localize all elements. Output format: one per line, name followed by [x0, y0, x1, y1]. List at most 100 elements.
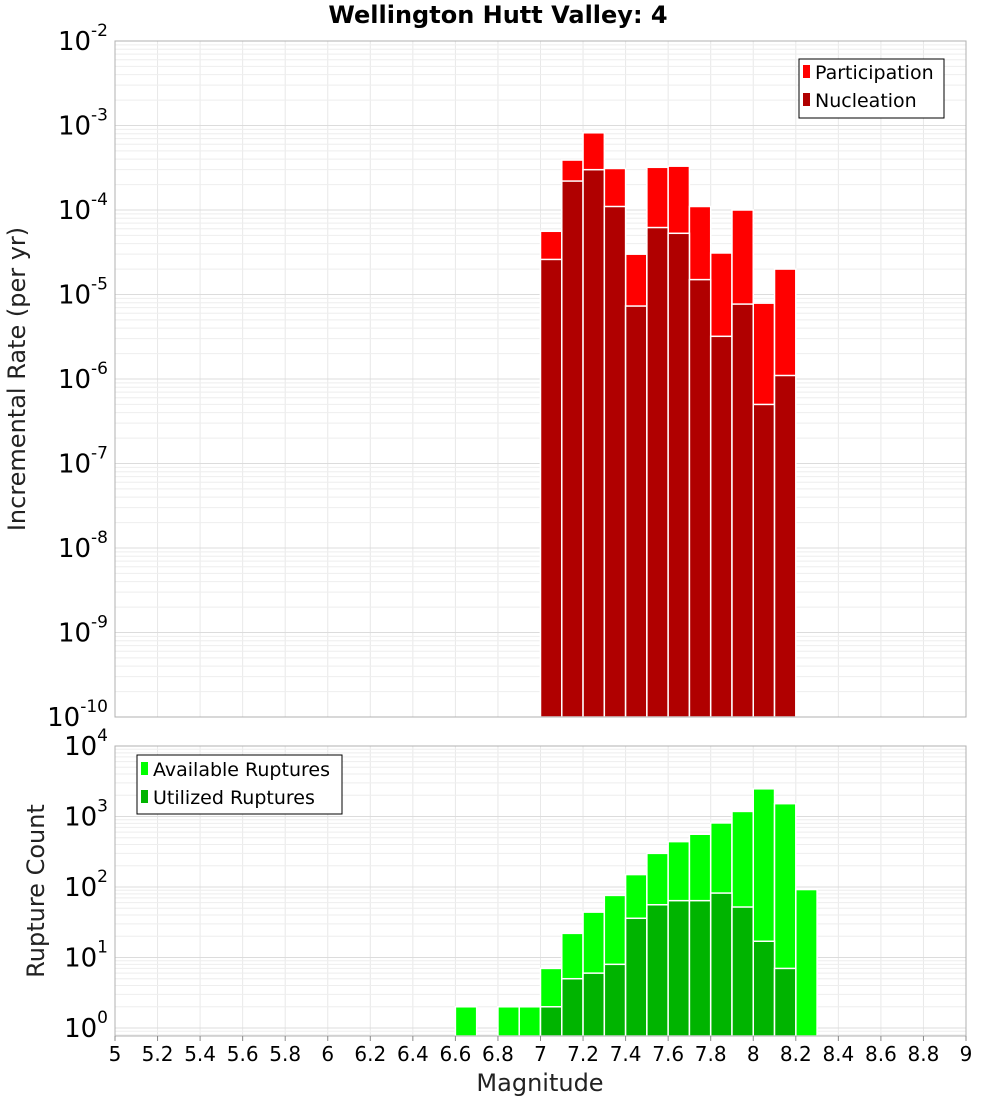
y-tick-label: 10-5	[58, 275, 108, 311]
bar-available-ruptures	[454, 1006, 478, 1037]
x-axis-label: Magnitude	[476, 1069, 603, 1097]
legend-label: Available Ruptures	[153, 759, 330, 781]
bottom-y-axis-label: Rupture Count	[22, 804, 50, 978]
y-tick-label: 10-3	[58, 106, 108, 142]
bar-nucleation	[646, 226, 669, 718]
y-tick-base: 10	[58, 450, 91, 480]
x-tick-label: 9	[960, 1042, 973, 1066]
x-tick-label: 6.4	[397, 1042, 429, 1066]
y-tick-label: 10-2	[58, 21, 108, 57]
y-tick-base: 10	[64, 873, 97, 903]
x-tick-label: 5	[109, 1042, 122, 1066]
bar-utilized-ruptures	[667, 899, 691, 1037]
bar-nucleation	[624, 305, 648, 718]
y-tick-exponent: 0	[97, 1008, 108, 1028]
x-tick-label: 5.4	[184, 1042, 216, 1066]
x-tick-label: 7	[534, 1042, 547, 1066]
bottom-legend: Available Ruptures Utilized Ruptures	[136, 754, 343, 815]
bar-utilized-ruptures	[688, 899, 712, 1037]
top-y-axis-label: Incremental Rate (per yr)	[3, 227, 31, 531]
x-ticks: 5 5.2 5.4 5.6 5.8 6 6.2 6.4 6.6 6.8 7 7.2 7.4 7.6 7.8 8…	[109, 1036, 973, 1066]
y-tick-exponent: -4	[91, 190, 108, 210]
bar-utilized-ruptures	[646, 904, 669, 1037]
legend-label: Utilized Ruptures	[153, 787, 315, 809]
x-tick-label: 6.6	[439, 1042, 471, 1066]
y-tick-label: 102	[64, 867, 108, 903]
y-tick-exponent: -2	[91, 21, 108, 41]
chart-title: Wellington Hutt Valley: 4	[328, 1, 667, 29]
y-tick-base: 10	[64, 943, 97, 973]
top-legend: Participation Nucleation	[798, 58, 945, 119]
y-tick-base: 10	[58, 196, 91, 226]
top-y-ticks: 10-210-310-410-510-610-710-810-910-10	[47, 21, 108, 733]
legend-swatch	[141, 762, 148, 775]
x-tick-label: 8.8	[908, 1042, 940, 1066]
x-tick-label: 5.6	[227, 1042, 259, 1066]
bar-utilized-ruptures	[624, 917, 648, 1037]
x-tick-label: 8.2	[780, 1042, 812, 1066]
bar-nucleation	[582, 168, 606, 718]
bar-utilized-ruptures	[752, 940, 776, 1037]
bar-available-ruptures	[518, 1006, 542, 1037]
x-tick-label: 6.8	[482, 1042, 514, 1066]
x-tick-label: 5.2	[142, 1042, 174, 1066]
y-tick-base: 10	[58, 365, 91, 395]
y-tick-exponent: -5	[91, 275, 108, 295]
bottom-bars	[454, 788, 818, 1037]
y-tick-exponent: -6	[91, 359, 108, 379]
legend-swatch	[141, 790, 148, 803]
participation-nucleation-panel: 10-210-310-410-510-610-710-810-910-10 In…	[3, 21, 967, 733]
y-tick-label: 100	[64, 1008, 108, 1044]
y-tick-exponent: 4	[97, 726, 108, 746]
x-tick-label: 8	[747, 1042, 760, 1066]
legend-label: Nucleation	[815, 90, 917, 112]
x-tick-label: 5.8	[269, 1042, 301, 1066]
y-tick-base: 10	[64, 732, 97, 762]
bar-utilized-ruptures	[582, 972, 606, 1037]
y-tick-exponent: 1	[97, 937, 108, 957]
x-tick-label: 7.4	[610, 1042, 642, 1066]
y-tick-label: 10-10	[47, 697, 108, 733]
y-tick-label: 10-8	[58, 528, 108, 564]
y-tick-base: 10	[64, 802, 97, 832]
bar-utilized-ruptures	[773, 967, 797, 1037]
y-tick-exponent: 2	[97, 867, 108, 887]
bar-utilized-ruptures	[709, 892, 733, 1037]
bar-nucleation	[667, 232, 691, 718]
y-tick-exponent: 3	[97, 796, 108, 816]
legend-label: Participation	[815, 62, 934, 84]
y-tick-label: 10-6	[58, 359, 108, 395]
y-tick-base: 10	[58, 534, 91, 564]
y-tick-label: 103	[64, 796, 108, 832]
bar-nucleation	[688, 278, 712, 718]
bar-nucleation	[773, 374, 797, 718]
y-tick-label: 101	[64, 937, 108, 973]
x-tick-label: 6.2	[354, 1042, 386, 1066]
y-tick-label: 10-4	[58, 190, 108, 226]
y-tick-exponent: -10	[80, 697, 108, 717]
bar-available-ruptures	[795, 888, 818, 1037]
y-tick-label: 104	[64, 726, 108, 762]
x-tick-label: 8.4	[822, 1042, 854, 1066]
top-gridlines	[114, 41, 967, 718]
y-tick-base: 10	[58, 112, 91, 142]
bar-nucleation	[539, 258, 563, 718]
legend-swatch	[803, 93, 810, 106]
y-tick-exponent: -9	[91, 613, 108, 633]
bar-nucleation	[752, 403, 776, 718]
bar-nucleation	[603, 205, 627, 718]
x-tick-label: 7.8	[695, 1042, 727, 1066]
y-tick-label: 10-7	[58, 444, 108, 480]
bar-nucleation	[561, 180, 584, 718]
y-tick-base: 10	[47, 703, 80, 733]
bar-nucleation	[731, 303, 754, 718]
legend-swatch	[803, 65, 810, 78]
bottom-legend-box	[136, 754, 343, 815]
y-tick-exponent: -8	[91, 528, 108, 548]
y-tick-exponent: -3	[91, 106, 108, 126]
bar-utilized-ruptures	[561, 977, 584, 1037]
bar-utilized-ruptures	[539, 1006, 563, 1037]
